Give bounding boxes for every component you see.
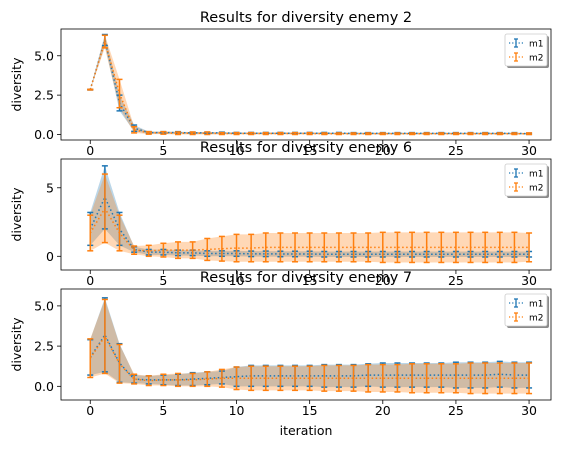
x-tick-label: 5 [159,273,167,288]
x-tick-label: 15 [302,143,318,158]
x-tick-label: 0 [86,143,94,158]
legend-label-m2: m2 [529,314,544,324]
series-m2 [87,34,533,136]
chart-title: Results for diversity enemy 6 [200,140,412,156]
y-tick-label: 0 [46,249,54,264]
y-axis-label: diversity [9,57,24,112]
x-tick-label: 5 [159,403,167,418]
x-tick-label: 20 [375,403,391,418]
x-tick-label: 30 [521,273,537,288]
legend-label-m2: m2 [529,184,544,194]
axes-frame [60,288,552,401]
x-tick-label: 15 [302,403,318,418]
y-tick-label: 2.5 [34,88,54,103]
x-tick-label: 0 [86,273,94,288]
y-tick-label: 2.5 [34,339,54,354]
y-axis-label: diversity [9,317,24,372]
plot-area [87,165,533,264]
x-tick-label: 10 [229,403,245,418]
legend-label-m1: m1 [529,300,544,310]
y-tick-label: 0.0 [34,379,54,394]
x-tick-label: 20 [375,143,391,158]
subplot-2: 0 5 10 15 20 25 30 0 5 Results for diversity enem… [9,140,552,288]
chart-title: Results for diversity enemy 7 [200,270,412,286]
x-tick-label: 30 [521,143,537,158]
series-m2 [87,173,533,264]
line-m2 [89,38,530,135]
axes-frame [60,28,552,141]
x-tick-label: 20 [375,273,391,288]
line-m2 [89,206,530,252]
line-m2 [89,335,530,382]
band-m1 [90,34,530,135]
y-tick-label: 0.0 [34,127,54,142]
band-m1 [90,297,530,388]
x-tick-label: 25 [448,143,464,158]
x-tick-label: 25 [448,403,464,418]
y-tick-label: 5.0 [34,298,54,313]
series-m2 [87,298,533,395]
plot-area [87,33,533,136]
x-tick-label: 30 [521,403,537,418]
plot-area [87,297,533,395]
band-m2 [90,174,530,263]
subplot-1: 0 5 10 15 20 25 30 0.0 2.5 5.0 Results for diversi… [9,10,552,158]
legend-label-m2: m2 [529,54,544,64]
subplot-3: 0 5 10 15 20 25 30 0.0 2.5 5.0 Results for diversi… [9,270,552,438]
x-tick-label: 25 [448,273,464,288]
x-tick-label: 5 [159,143,167,158]
axes-frame [60,158,552,271]
band-m2 [90,299,530,394]
line-m1 [89,37,530,135]
band-m2 [90,35,530,135]
x-axis-label: iteration [280,423,333,438]
legend-label-m1: m1 [529,40,544,50]
series-m1 [87,33,533,136]
x-tick-label: 10 [229,143,245,158]
y-tick-label: 5.0 [34,48,54,63]
x-tick-label: 0 [86,403,94,418]
x-tick-label: 15 [302,273,318,288]
x-tick-label: 10 [229,273,245,288]
chart-title: Results for diversity enemy 2 [200,10,412,26]
y-tick-label: 5 [46,180,54,195]
y-axis-label: diversity [9,187,24,242]
legend-label-m1: m1 [529,170,544,180]
